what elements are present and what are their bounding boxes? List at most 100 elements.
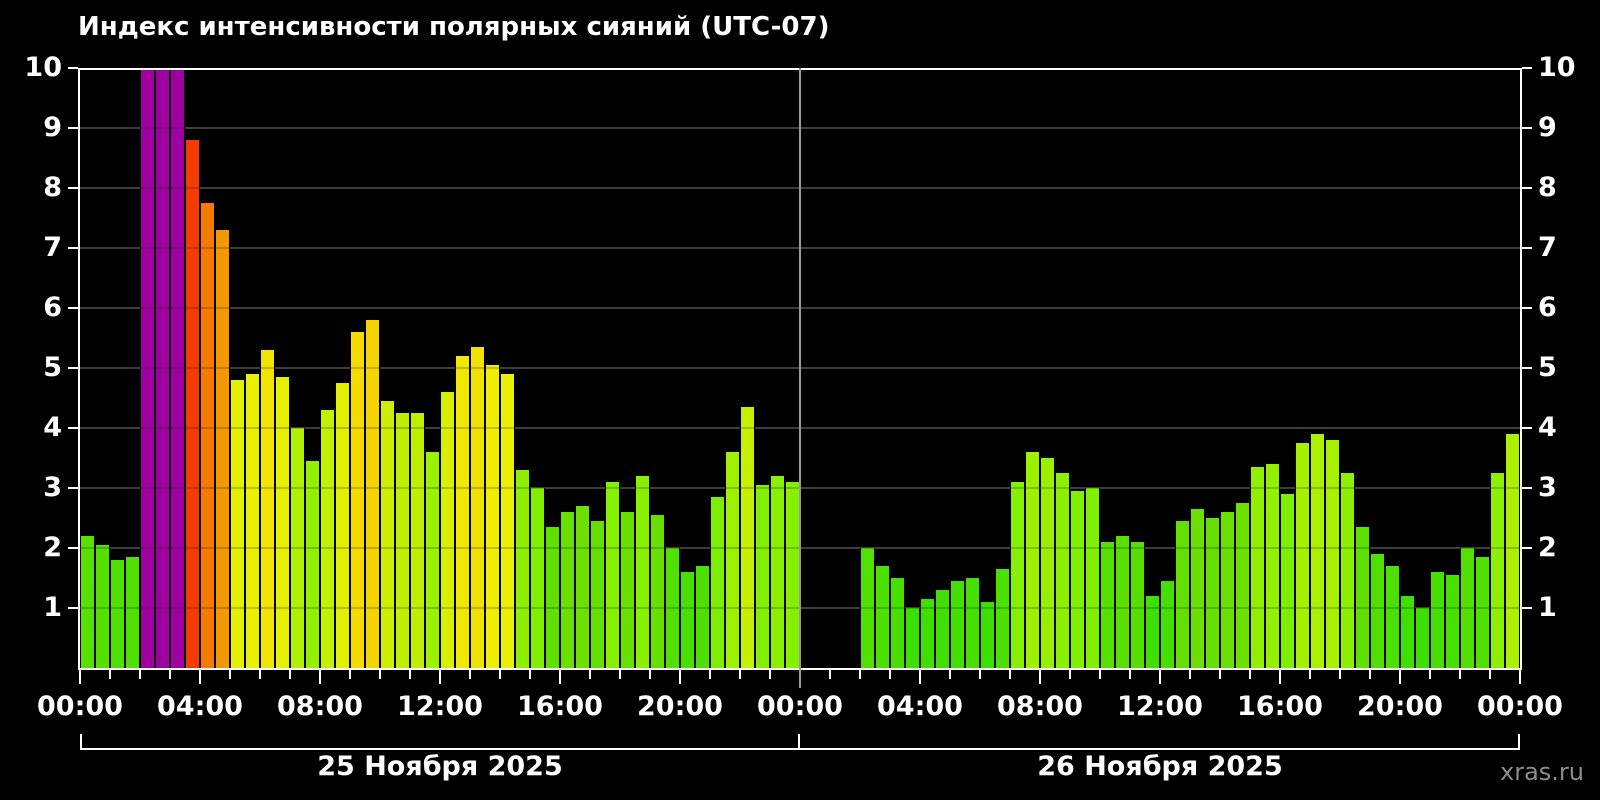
aurora-bar	[605, 482, 620, 668]
x-tick-0-14	[499, 670, 501, 679]
aurora-bar	[230, 380, 245, 668]
chart-title: Индекс интенсивности полярных сияний (UT…	[78, 12, 830, 42]
aurora-bar	[995, 569, 1010, 668]
aurora-bar	[1070, 491, 1085, 668]
x-tick-0-10	[379, 670, 381, 679]
aurora-bar	[1295, 443, 1310, 668]
y-tick-label-left-2: 2	[43, 532, 62, 563]
x-tick-label-day2-0400: 04:00	[877, 691, 963, 722]
y-tick-label-right-9: 9	[1538, 112, 1557, 143]
x-tick-label-day2-2000: 20:00	[1357, 691, 1443, 722]
x-tick-1-12	[1159, 670, 1161, 684]
aurora-bar	[110, 560, 125, 668]
aurora-bar	[305, 461, 320, 668]
aurora-bar	[680, 572, 695, 668]
aurora-bar	[440, 392, 455, 668]
x-tick-0-1	[109, 670, 111, 679]
y-tick-right-4	[1522, 427, 1532, 429]
x-tick-1-17	[1309, 670, 1311, 679]
y-tick-left-10	[68, 67, 78, 69]
x-tick-0-21	[709, 670, 711, 679]
x-tick-1-11	[1129, 670, 1131, 679]
aurora-bar	[1025, 452, 1040, 668]
aurora-bar	[935, 590, 950, 668]
date-label-day2: 26 Ноября 2025	[1037, 751, 1283, 782]
aurora-bar	[1430, 572, 1445, 668]
x-tick-label-day1-0000: 00:00	[37, 691, 123, 722]
y-tick-right-2	[1522, 547, 1532, 549]
y-tick-label-right-10: 10	[1538, 52, 1576, 83]
x-tick-0-3	[169, 670, 171, 679]
aurora-bar	[1010, 482, 1025, 668]
aurora-bar	[965, 578, 980, 668]
aurora-bar	[1250, 467, 1265, 668]
aurora-bar	[1190, 509, 1205, 668]
aurora-bar	[950, 581, 965, 668]
x-tick-1-15	[1249, 670, 1251, 679]
x-tick-1-7	[1009, 670, 1011, 679]
y-tick-right-6	[1522, 307, 1532, 309]
aurora-bar	[590, 521, 605, 668]
y-tick-label-left-9: 9	[43, 112, 62, 143]
aurora-bar	[785, 482, 800, 668]
aurora-bar	[1475, 557, 1490, 668]
x-tick-1-24	[1519, 670, 1521, 684]
aurora-bar	[1490, 473, 1505, 668]
x-tick-1-16	[1279, 670, 1281, 684]
y-tick-left-9	[68, 127, 78, 129]
aurora-bar	[1340, 473, 1355, 668]
x-tick-label-day1-0400: 04:00	[157, 691, 243, 722]
y-tick-left-2	[68, 547, 78, 549]
aurora-bar	[635, 476, 650, 668]
aurora-bar	[1280, 494, 1295, 668]
date-bracket-cap-middle	[798, 734, 800, 750]
aurora-bar	[395, 413, 410, 668]
aurora-bar	[710, 497, 725, 668]
x-tick-1-8	[1039, 670, 1041, 684]
aurora-bar	[485, 365, 500, 668]
aurora-bar	[200, 203, 215, 668]
aurora-bar	[905, 608, 920, 668]
aurora-bar	[1310, 434, 1325, 668]
aurora-bar	[545, 527, 560, 668]
x-tick-0-0	[79, 670, 81, 684]
y-tick-label-left-8: 8	[43, 172, 62, 203]
aurora-bar	[1505, 434, 1520, 668]
aurora-bar	[1220, 512, 1235, 668]
x-tick-label-day2-0000: 00:00	[1477, 691, 1563, 722]
panel-divider	[799, 68, 801, 688]
y-tick-label-right-8: 8	[1538, 172, 1557, 203]
y-tick-right-10	[1522, 67, 1532, 69]
aurora-bar	[665, 548, 680, 668]
aurora-bar	[1115, 536, 1130, 668]
x-tick-1-3	[889, 670, 891, 679]
y-axis-left	[78, 68, 80, 670]
y-tick-label-right-5: 5	[1538, 352, 1557, 383]
aurora-bar	[425, 452, 440, 668]
aurora-bar	[1355, 527, 1370, 668]
aurora-bar	[1460, 548, 1475, 668]
x-tick-0-13	[469, 670, 471, 679]
y-tick-right-8	[1522, 187, 1532, 189]
aurora-bar	[740, 407, 755, 668]
aurora-bar	[320, 410, 335, 668]
x-tick-0-12	[439, 670, 441, 684]
aurora-bar	[890, 578, 905, 668]
x-tick-0-6	[259, 670, 261, 679]
aurora-bar	[155, 68, 170, 668]
aurora-bar	[275, 377, 290, 668]
aurora-bar	[260, 350, 275, 668]
y-tick-label-left-6: 6	[43, 292, 62, 323]
aurora-bar	[515, 470, 530, 668]
aurora-bar	[140, 68, 155, 668]
y-tick-left-3	[68, 487, 78, 489]
x-tick-0-8	[319, 670, 321, 684]
x-tick-0-5	[229, 670, 231, 679]
date-bracket-cap-left	[80, 734, 82, 750]
x-tick-0-19	[649, 670, 651, 679]
x-tick-0-9	[349, 670, 351, 679]
y-tick-right-7	[1522, 247, 1532, 249]
aurora-bar	[1325, 440, 1340, 668]
y-axis-right	[1520, 68, 1522, 670]
